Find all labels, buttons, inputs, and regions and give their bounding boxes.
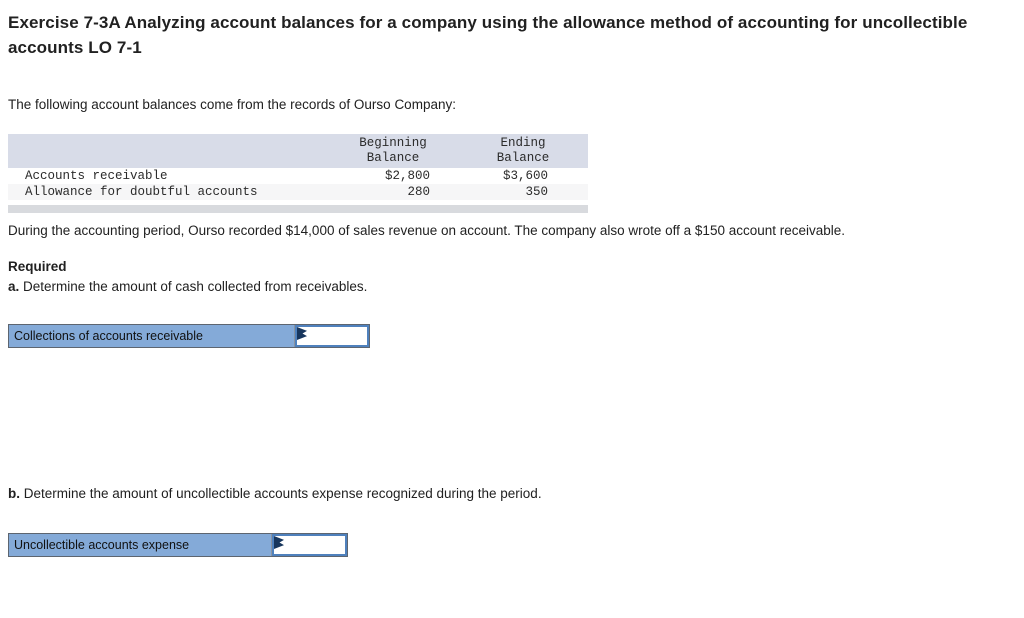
row-label-allowance: Allowance for doubtful accounts — [8, 184, 328, 200]
page-title: Exercise 7-3A Analyzing account balances… — [8, 13, 968, 57]
column-header-blank — [8, 134, 328, 168]
table-row: Allowance for doubtful accounts 280 350 — [8, 184, 588, 200]
allowance-beginning: 280 — [328, 184, 458, 200]
answer-label-collections: Collections of accounts receivable — [9, 325, 295, 347]
allowance-ending: 350 — [458, 184, 588, 200]
part-b-letter: b. — [8, 486, 20, 501]
accounts-receivable-ending: $3,600 — [502, 169, 548, 183]
part-a-instruction: a. Determine the amount of cash collecte… — [8, 277, 1016, 296]
part-b-instruction: b. Determine the amount of uncollectible… — [8, 484, 1016, 503]
table-row: Accounts receivable $2,800 $3,600 — [8, 168, 588, 184]
scenario-text: During the accounting period, Ourso reco… — [8, 223, 846, 238]
column-header-beginning: Beginning Balance — [328, 134, 458, 168]
part-b-text: Determine the amount of uncollectible ac… — [20, 486, 542, 501]
answer-input-wrap-a — [295, 325, 369, 347]
column-header-ending: Ending Balance — [458, 134, 588, 168]
accounts-receivable-beginning: $2,800 — [384, 169, 430, 183]
row-label-accounts-receivable: Accounts receivable — [25, 169, 168, 183]
answer-input-wrap-b — [272, 534, 347, 556]
answer-row-b: Uncollectible accounts expense — [8, 533, 348, 557]
part-a-text: Determine the amount of cash collected f… — [19, 279, 368, 294]
account-balances-table: Beginning Balance Ending Balance Account… — [8, 134, 588, 200]
intro-text: The following account balances come from… — [8, 97, 456, 112]
answer-label-uncollectible: Uncollectible accounts expense — [9, 534, 272, 556]
table-bottom-stripe — [8, 205, 588, 213]
table-header-row: Beginning Balance Ending Balance — [8, 134, 588, 168]
collections-amount-input[interactable] — [295, 325, 369, 347]
answer-row-a: Collections of accounts receivable — [8, 324, 370, 348]
required-heading: Required — [8, 259, 67, 274]
part-a-letter: a. — [8, 279, 20, 294]
uncollectible-expense-input[interactable] — [272, 534, 347, 556]
